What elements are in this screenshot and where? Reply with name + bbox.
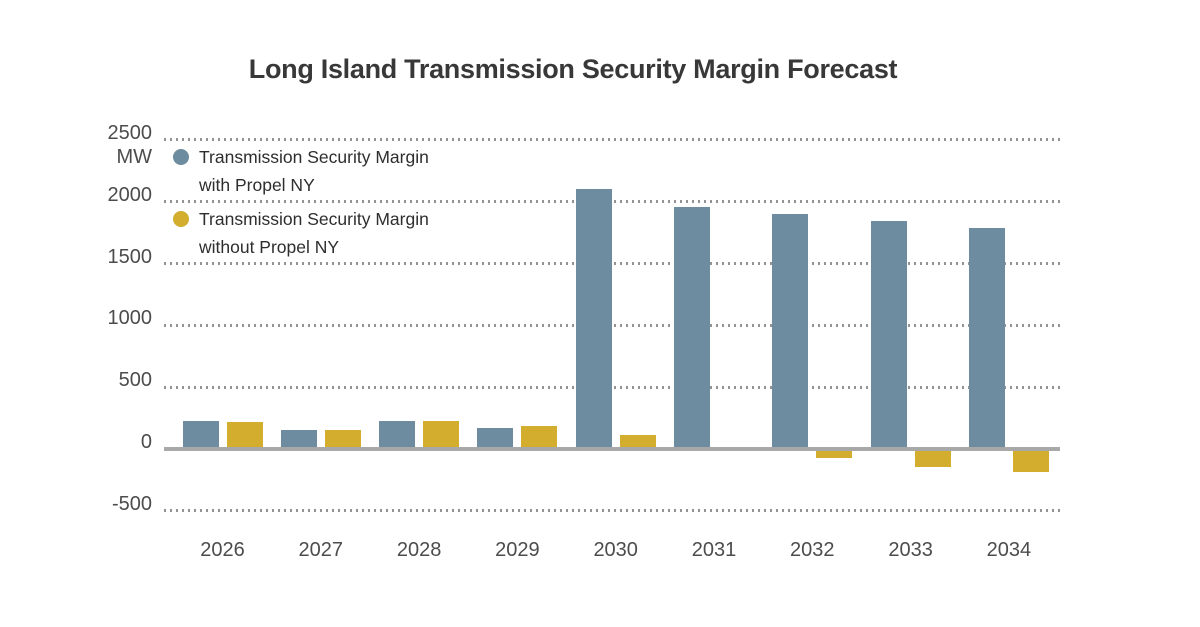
bar-with-propel-2033 [870, 220, 907, 449]
gridline-1000 [164, 323, 1060, 327]
chart-legend: Transmission Security Margin with Propel… [173, 143, 429, 267]
legend-label-line: Transmission Security Margin [199, 209, 429, 229]
x-axis-tick-label-2033: 2033 [888, 539, 933, 561]
bar-without-propel-2034 [1012, 449, 1049, 473]
bar-without-propel-2026 [226, 421, 263, 449]
legend-dot-without-propel-icon [173, 211, 189, 227]
legend-item-without-propel: Transmission Security Margin without Pro… [173, 205, 429, 261]
gridline-1500 [164, 262, 1060, 265]
bar-without-propel-2027 [324, 430, 361, 449]
y-axis-tick-label: 0 [140, 431, 152, 453]
bar-with-propel-2030 [575, 189, 612, 449]
x-axis-tick-label-2026: 2026 [200, 539, 245, 561]
legend-label-line: with Propel NY [199, 175, 315, 195]
bar-with-propel-2034 [968, 227, 1005, 449]
x-axis-tick-label-2029: 2029 [495, 539, 540, 561]
y-axis-tick-label: 500 [118, 369, 152, 392]
y-axis-tick-label: 1000 [107, 307, 153, 330]
x-axis-tick-label-2034: 2034 [986, 539, 1032, 561]
bar-without-propel-2033 [914, 449, 951, 467]
bar-with-propel-2031 [674, 206, 710, 449]
x-axis-tick-label-2030: 2030 [593, 539, 638, 561]
bar-with-propel-2027 [280, 430, 317, 449]
zero-axis-line [164, 447, 1060, 451]
legend-item-with-propel: Transmission Security Margin with Propel… [173, 143, 429, 199]
x-axis-tick-label-2028: 2028 [396, 539, 442, 561]
bar-without-propel-2028 [423, 421, 460, 449]
legend-dot-with-propel-icon [173, 149, 189, 165]
bar-without-propel-2030 [619, 434, 656, 449]
bar-without-propel-2032 [816, 449, 853, 458]
x-axis-tick-label-2027: 2027 [298, 539, 344, 561]
y-axis-tick-label: -500 [111, 492, 152, 515]
legend-label-line: Transmission Security Margin [199, 147, 429, 167]
bar-with-propel-2026 [182, 421, 219, 449]
y-axis-tick-label: 2500 [107, 121, 153, 144]
bar-with-propel-2029 [477, 427, 514, 449]
y-axis-tick-label: 1500 [107, 245, 153, 268]
bar-without-propel-2029 [521, 426, 558, 449]
gridline--500 [164, 509, 1060, 513]
chart-title: Long Island Transmission Security Margin… [248, 54, 898, 84]
bar-with-propel-2032 [772, 214, 809, 449]
gridline-500 [164, 385, 1060, 389]
y-axis-unit-label: MW [116, 145, 152, 168]
x-axis-tick-label-2031: 2031 [691, 539, 737, 561]
x-axis-tick-label-2032: 2032 [790, 539, 835, 561]
gridline-2500 [164, 138, 1060, 142]
gridline-2000 [164, 200, 1060, 204]
bar-with-propel-2028 [379, 420, 416, 449]
y-axis-tick-label: 2000 [107, 183, 153, 206]
legend-label-line: without Propel NY [199, 237, 340, 257]
